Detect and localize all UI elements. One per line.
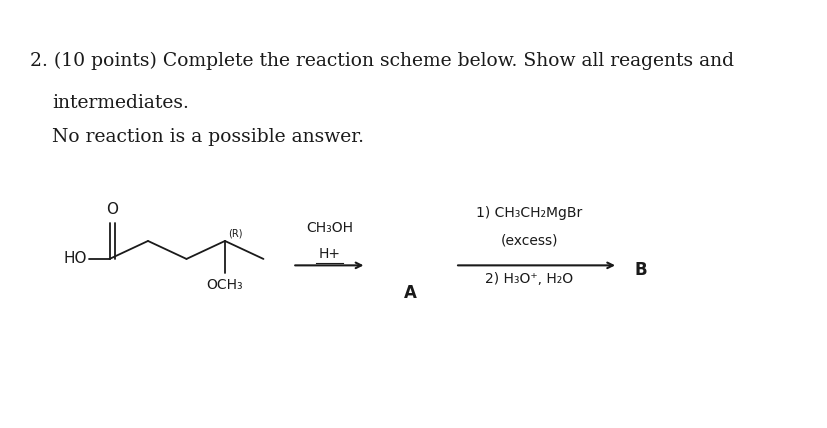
Text: intermediates.: intermediates.: [52, 94, 189, 112]
Text: H+: H+: [318, 247, 340, 261]
Text: No reaction is a possible answer.: No reaction is a possible answer.: [52, 128, 363, 146]
Text: 2. (10 points) Complete the reaction scheme below. Show all reagents and: 2. (10 points) Complete the reaction sch…: [30, 51, 733, 70]
Text: (excess): (excess): [500, 233, 557, 247]
Text: HO: HO: [63, 251, 87, 267]
Text: B: B: [633, 261, 646, 279]
Text: 1) CH₃CH₂MgBr: 1) CH₃CH₂MgBr: [476, 206, 581, 220]
Text: 2) H₃O⁺, H₂O: 2) H₃O⁺, H₂O: [485, 272, 572, 286]
Text: (R): (R): [227, 229, 242, 238]
Text: CH₃OH: CH₃OH: [305, 221, 352, 235]
Text: O: O: [107, 202, 118, 217]
Text: A: A: [404, 284, 417, 302]
Text: OCH₃: OCH₃: [207, 278, 243, 292]
